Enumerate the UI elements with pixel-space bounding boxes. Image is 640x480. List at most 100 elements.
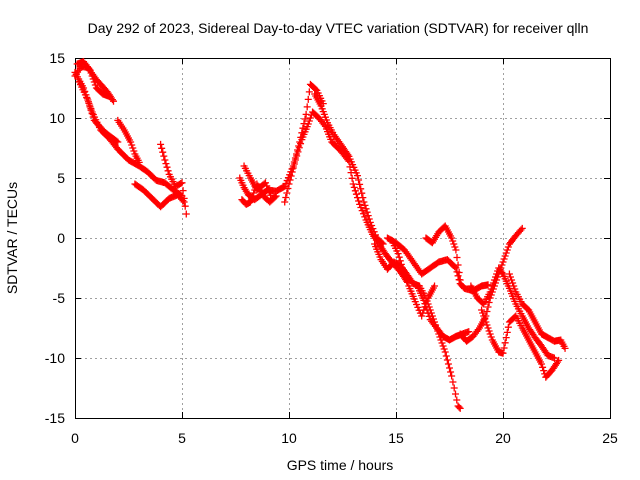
data-point bbox=[358, 207, 366, 215]
data-point bbox=[268, 194, 276, 202]
data-point bbox=[501, 339, 509, 347]
data-point bbox=[487, 285, 495, 293]
data-point bbox=[359, 194, 367, 202]
data-point bbox=[448, 234, 456, 242]
series-arc-15 bbox=[383, 234, 492, 295]
data-point bbox=[264, 185, 272, 193]
data-point bbox=[284, 185, 292, 192]
data-point bbox=[91, 81, 99, 89]
data-point bbox=[85, 64, 93, 72]
data-point bbox=[182, 210, 190, 218]
x-axis-label: GPS time / hours bbox=[287, 457, 394, 473]
data-point bbox=[297, 140, 305, 148]
series-arc-20 bbox=[478, 306, 563, 381]
grid bbox=[75, 58, 610, 418]
data-point bbox=[550, 354, 558, 362]
data-point bbox=[305, 117, 313, 125]
data-point bbox=[455, 269, 463, 276]
y-tick-label: 15 bbox=[49, 50, 65, 66]
data-point bbox=[305, 88, 313, 96]
data-point bbox=[160, 152, 168, 160]
data-point bbox=[249, 192, 257, 200]
data-point bbox=[420, 296, 428, 304]
data-point bbox=[181, 202, 189, 210]
data-point bbox=[87, 106, 95, 114]
data-point bbox=[351, 187, 359, 195]
data-point bbox=[177, 180, 185, 188]
data-point bbox=[425, 312, 433, 320]
data-point bbox=[87, 69, 95, 77]
data-point bbox=[370, 228, 378, 236]
data-point bbox=[510, 282, 518, 290]
data-point bbox=[157, 140, 165, 148]
data-point bbox=[130, 147, 138, 155]
data-point bbox=[474, 326, 482, 334]
data-point bbox=[363, 208, 371, 216]
x-tick-label: 5 bbox=[178, 430, 186, 446]
data-point bbox=[453, 254, 461, 261]
y-tick-label: -10 bbox=[45, 350, 65, 366]
series-arc-7 bbox=[157, 140, 190, 218]
data-point bbox=[135, 158, 143, 166]
data-point bbox=[484, 303, 492, 311]
data-point bbox=[423, 306, 431, 314]
data-point bbox=[356, 180, 364, 188]
data-point bbox=[86, 103, 94, 111]
data-point bbox=[395, 253, 403, 261]
data-point bbox=[89, 113, 97, 121]
data-point bbox=[449, 237, 457, 245]
series-arc-21 bbox=[505, 270, 569, 352]
data-point bbox=[288, 168, 296, 176]
data-point bbox=[86, 66, 94, 74]
data-point bbox=[437, 336, 445, 344]
data-point bbox=[449, 378, 457, 386]
data-point bbox=[361, 201, 369, 209]
data-point bbox=[498, 261, 506, 269]
y-tick-label: 5 bbox=[57, 170, 65, 186]
data-point bbox=[484, 281, 492, 289]
data-point bbox=[293, 152, 301, 160]
data-point bbox=[450, 240, 458, 248]
data-point bbox=[359, 210, 367, 218]
data-point bbox=[486, 330, 494, 338]
data-point bbox=[446, 364, 453, 372]
data-point bbox=[364, 212, 372, 220]
data-point bbox=[504, 323, 512, 331]
data-point bbox=[353, 172, 361, 180]
y-tick-label: -5 bbox=[53, 290, 66, 306]
data-point bbox=[499, 349, 507, 357]
data-point bbox=[465, 328, 473, 336]
data-point bbox=[487, 333, 495, 341]
data-point bbox=[501, 252, 509, 260]
series-arc-19 bbox=[467, 264, 558, 362]
data-point bbox=[442, 352, 450, 360]
data-point bbox=[439, 342, 447, 350]
data-point bbox=[88, 110, 96, 118]
data-point bbox=[486, 288, 494, 296]
data-point bbox=[114, 138, 122, 146]
data-point bbox=[355, 176, 363, 184]
tick-labels: 0 5 10 15 20 25 -15 -10 -5 0 5 10 15 bbox=[45, 50, 618, 446]
data-point bbox=[492, 273, 500, 281]
data-point bbox=[180, 194, 188, 202]
data-point bbox=[440, 345, 448, 353]
data-point bbox=[518, 224, 526, 232]
data-point bbox=[85, 99, 93, 107]
data-point bbox=[451, 243, 459, 251]
data-point bbox=[448, 372, 456, 380]
data-point bbox=[484, 324, 492, 332]
data-point bbox=[352, 190, 360, 198]
y-tick-label: 10 bbox=[49, 110, 65, 126]
data-point bbox=[447, 368, 455, 376]
data-point bbox=[348, 174, 356, 182]
data-point bbox=[178, 179, 186, 187]
data-point bbox=[424, 309, 432, 317]
x-tick-label: 20 bbox=[495, 430, 511, 446]
series-arc-2 bbox=[73, 58, 113, 100]
data-point bbox=[283, 189, 291, 197]
data-point bbox=[361, 213, 369, 221]
data-point bbox=[431, 282, 439, 290]
data-point bbox=[158, 144, 166, 152]
data-point bbox=[350, 183, 358, 191]
data-point bbox=[164, 167, 172, 175]
